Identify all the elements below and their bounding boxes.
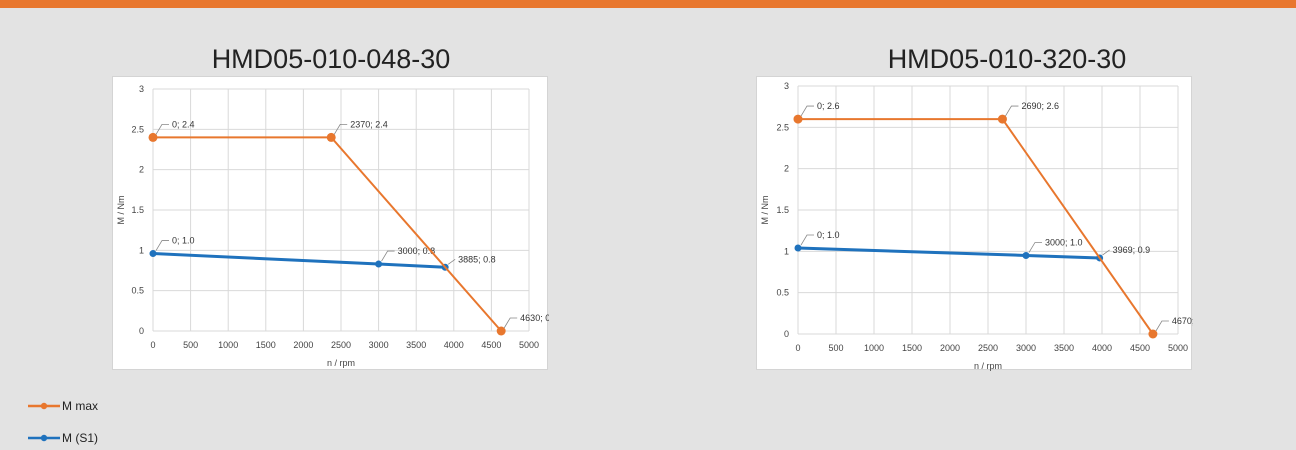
legend-dot <box>40 434 48 442</box>
x-tick-label: 1000 <box>864 343 884 353</box>
series-line-m-s1 <box>797 246 1100 260</box>
y-axis-label: M / Nm <box>760 196 770 225</box>
data-label: 2690; 2.6 <box>1021 101 1059 111</box>
data-point-m-s1 <box>1022 251 1030 259</box>
x-tick-label: 2000 <box>940 343 960 353</box>
data-label-leader <box>1102 249 1110 256</box>
data-label-leader <box>800 105 814 117</box>
x-axis-label: n / rpm <box>974 361 1002 371</box>
y-tick-label: 2 <box>139 165 144 175</box>
data-point-m-max <box>793 114 803 124</box>
y-tick-label: 0 <box>784 329 789 339</box>
x-tick-label: 3000 <box>369 340 389 350</box>
data-point-m-max <box>997 114 1007 124</box>
chart-title-left: HMD05-010-048-30 <box>211 44 451 74</box>
x-tick-label: 1000 <box>218 340 238 350</box>
data-point-m-s1 <box>794 244 802 252</box>
legend-marker-m-s1 <box>28 434 60 442</box>
x-tick-label: 0 <box>795 343 800 353</box>
data-label: 4630; 0 <box>520 313 549 323</box>
series-line-m-max <box>798 118 1154 335</box>
data-point-m-max <box>326 132 336 142</box>
data-label: 3885; 0.8 <box>458 254 496 264</box>
data-label-leader <box>503 317 518 329</box>
y-tick-label: 3 <box>784 81 789 91</box>
y-tick-label: 2 <box>784 164 789 174</box>
y-tick-label: 2.5 <box>776 122 789 132</box>
data-label-leader <box>447 258 456 265</box>
top-accent-bar <box>0 0 1296 8</box>
data-label: 0; 1.0 <box>817 230 840 240</box>
y-tick-label: 2.5 <box>131 124 144 134</box>
data-label: 3000; 0.8 <box>398 246 436 256</box>
data-label-leader <box>381 250 395 262</box>
data-label-leader <box>800 234 814 246</box>
y-tick-label: 0 <box>139 326 144 336</box>
chart-title-right: HMD05-010-320-30 <box>887 44 1127 74</box>
x-tick-label: 2000 <box>293 340 313 350</box>
data-point-m-max <box>1148 329 1158 339</box>
x-tick-label: 500 <box>183 340 198 350</box>
x-tick-label: 1500 <box>256 340 276 350</box>
data-point-m-s1 <box>375 260 383 268</box>
y-tick-label: 1 <box>139 245 144 255</box>
y-tick-label: 1 <box>784 246 789 256</box>
data-point-m-max <box>496 326 506 336</box>
x-tick-label: 4000 <box>1092 343 1112 353</box>
x-tick-label: 1500 <box>902 343 922 353</box>
y-tick-label: 0.5 <box>131 286 144 296</box>
legend-item-m-s1: M (S1) <box>18 430 98 446</box>
legend-marker-m-max <box>28 402 60 410</box>
data-label: 3969; 0.9 <box>1113 245 1151 255</box>
x-tick-label: 4000 <box>444 340 464 350</box>
y-tick-label: 1.5 <box>776 205 789 215</box>
x-tick-label: 0 <box>150 340 155 350</box>
chart-svg-right: 0 500 1000 1500 2000 2500 3000 3500 4000 4500 5000… <box>760 81 1202 371</box>
y-tick-label: 3 <box>139 84 144 94</box>
data-label-leader <box>333 124 348 135</box>
data-label-leader <box>1005 105 1019 117</box>
data-point-m-s1 <box>149 250 157 258</box>
x-tick-label: 2500 <box>978 343 998 353</box>
x-tick-label: 3000 <box>1016 343 1036 353</box>
data-label: 2370; 2.4 <box>350 119 388 129</box>
y-tick-label: 0.5 <box>776 288 789 298</box>
x-tick-label: 5000 <box>1168 343 1188 353</box>
data-label: 0; 2.4 <box>172 119 195 129</box>
data-label-leader <box>1155 320 1169 332</box>
x-tick-label: 4500 <box>481 340 501 350</box>
data-label-leader <box>1028 242 1042 253</box>
data-label: 0; 2.6 <box>817 101 840 111</box>
chart-svg-left: 0 500 1000 1500 2000 2500 3000 3500 4000 4500 5000… <box>116 84 550 368</box>
legend-item-m-max: M max <box>18 398 98 414</box>
x-tick-label: 2500 <box>331 340 351 350</box>
x-tick-label: 3500 <box>1054 343 1074 353</box>
data-label-leader <box>155 124 169 135</box>
legend-label-m-max: M max <box>62 399 98 413</box>
data-label-leader <box>155 240 169 251</box>
x-tick-label: 3500 <box>406 340 426 350</box>
data-point-m-max <box>148 132 158 142</box>
chart-panel-right: 0 500 1000 1500 2000 2500 3000 3500 4000 4500 5000… <box>756 76 1202 371</box>
x-tick-label: 500 <box>828 343 843 353</box>
chart-panel-left: 0 500 1000 1500 2000 2500 3000 3500 4000 4500 5000… <box>112 76 550 370</box>
legend-dot <box>40 402 48 410</box>
x-axis-label: n / rpm <box>327 358 355 368</box>
data-label: 3000; 1.0 <box>1045 237 1083 247</box>
y-axis-label: M / Nm <box>116 196 126 225</box>
y-tick-label: 1.5 <box>131 205 144 215</box>
x-tick-label: 5000 <box>519 340 539 350</box>
data-label: 4670; 0 <box>1172 316 1193 326</box>
series-line-m-max <box>153 136 502 332</box>
x-tick-label: 4500 <box>1130 343 1150 353</box>
data-label: 0; 1.0 <box>172 236 195 246</box>
legend-label-m-s1: M (S1) <box>62 431 98 445</box>
